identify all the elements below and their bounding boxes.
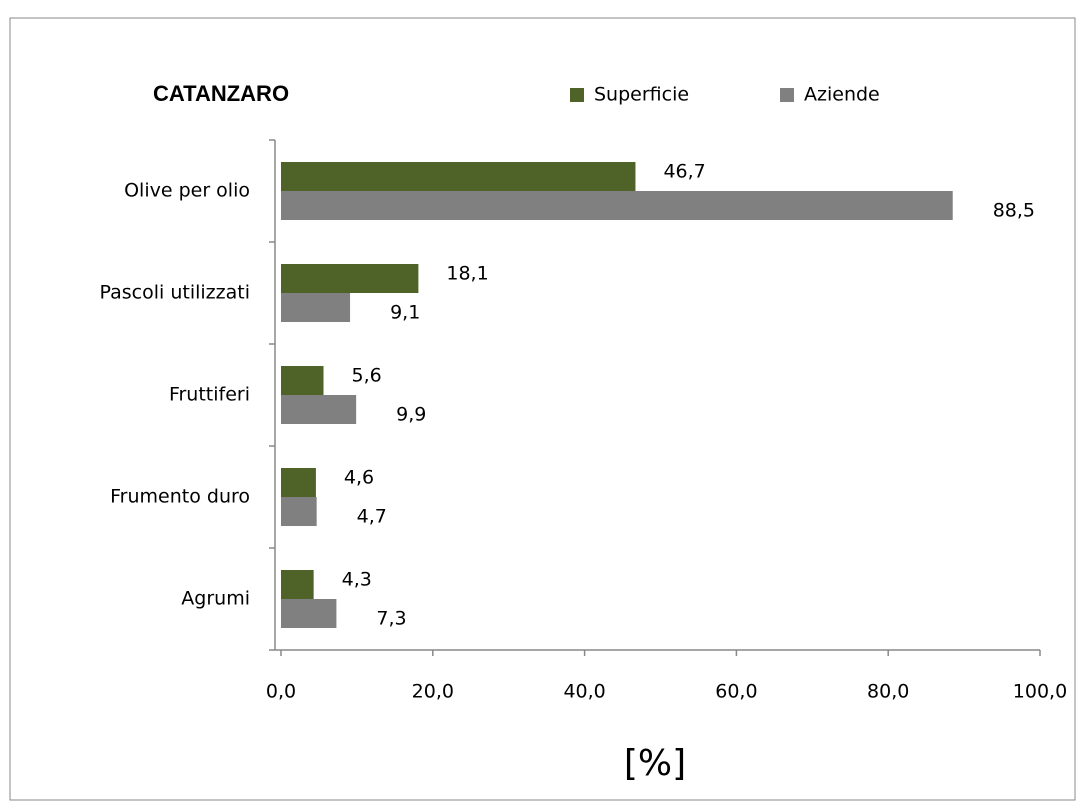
x-tick-label: 40,0: [563, 681, 605, 703]
value-label: 4,7: [357, 506, 387, 528]
y-tick-label: Fruttiferi: [169, 384, 250, 406]
value-label: 7,3: [376, 608, 406, 630]
chart-border: [9, 17, 1076, 801]
bar: [281, 191, 953, 220]
value-label: 4,3: [342, 569, 372, 591]
legend-label: Superficie: [594, 84, 689, 106]
value-label: 9,9: [396, 404, 426, 426]
legend-swatch: [780, 88, 794, 102]
value-label: 46,7: [663, 161, 705, 183]
bar: [281, 366, 324, 395]
value-label: 18,1: [446, 263, 488, 285]
x-axis-title: [%]: [624, 743, 686, 784]
bar: [281, 599, 337, 628]
value-label: 88,5: [993, 200, 1035, 222]
bar: [281, 468, 316, 497]
bar: [281, 570, 314, 599]
y-tick-label: Pascoli utilizzati: [100, 282, 250, 304]
bar: [281, 264, 419, 293]
x-tick-label: 0,0: [266, 681, 296, 703]
value-label: 9,1: [390, 302, 420, 324]
y-tick-label: Olive per olio: [124, 180, 250, 202]
y-tick-label: Agrumi: [181, 588, 250, 610]
x-tick-label: 80,0: [867, 681, 909, 703]
bar: [281, 497, 317, 526]
x-tick-label: 20,0: [412, 681, 454, 703]
y-tick-label: Frumento duro: [110, 486, 250, 508]
bar: [281, 395, 357, 424]
x-tick-label: 60,0: [715, 681, 757, 703]
legend-label: Aziende: [804, 84, 880, 106]
chart-title: CATANZARO: [153, 81, 289, 106]
value-label: 4,6: [344, 467, 374, 489]
bar: [281, 293, 351, 322]
legend-swatch: [570, 88, 584, 102]
value-label: 5,6: [352, 365, 382, 387]
x-tick-label: 100,0: [1013, 681, 1067, 703]
bar: [281, 162, 636, 191]
